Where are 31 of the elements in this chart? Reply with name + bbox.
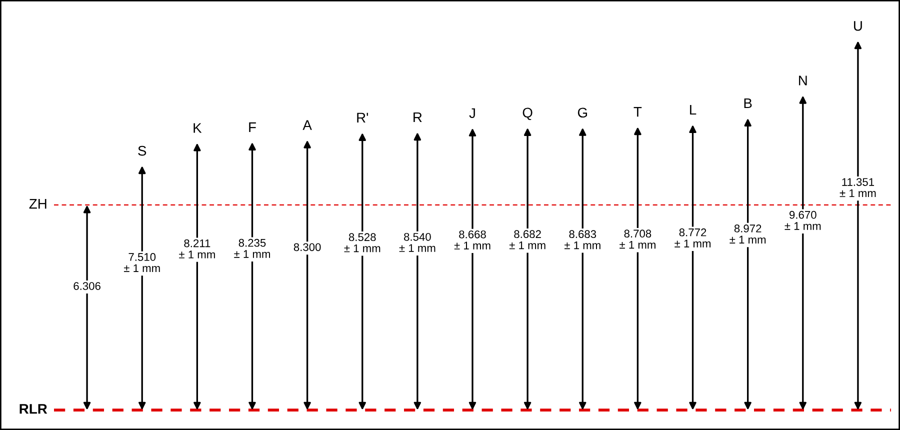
category-label: S <box>138 146 146 156</box>
data-label: 8.683 ± 1 mm <box>564 230 600 250</box>
category-label: N <box>799 76 807 86</box>
category-label: L <box>690 104 696 115</box>
data-label: 8.972 ± 1 mm <box>730 224 766 244</box>
text: RLR <box>20 404 48 414</box>
category-label: G <box>578 108 587 118</box>
category-label: K <box>194 123 202 133</box>
category-label: ZH <box>29 199 46 209</box>
data-label: 9.670 ± 1 mm <box>784 210 821 230</box>
data-label: 8.708 ± 1 mm <box>620 230 656 249</box>
category-label: R' <box>357 112 368 122</box>
data-label: 8.668 ± 1 mm <box>454 230 490 250</box>
category-label: B <box>744 98 752 108</box>
data-label: 8.235 ± 1 mm <box>234 238 270 258</box>
data-label: 8.211 ± 1 mm <box>179 239 215 258</box>
category-label: U <box>854 21 862 31</box>
data-label: 8.528 ± 1 mm <box>344 233 380 252</box>
data-label: 6.306 <box>74 282 100 290</box>
category-label: R <box>414 112 422 122</box>
data-label: 8.772 ± 1 mm <box>674 228 711 248</box>
data-label: 8.300 <box>294 243 321 252</box>
data-label: 7.510 ± 1 mm <box>124 253 160 272</box>
data-label: 8.682 ± 1 mm <box>509 230 546 250</box>
category-label: J <box>469 108 475 118</box>
category-label: Q <box>522 108 532 120</box>
category-label: A <box>302 120 312 130</box>
category-label: F <box>249 122 256 132</box>
category-label: T <box>634 107 642 117</box>
data-label: 8.540 ± 1 mm <box>399 232 436 252</box>
data-label: 11.351 ± 1 mm <box>840 178 876 198</box>
